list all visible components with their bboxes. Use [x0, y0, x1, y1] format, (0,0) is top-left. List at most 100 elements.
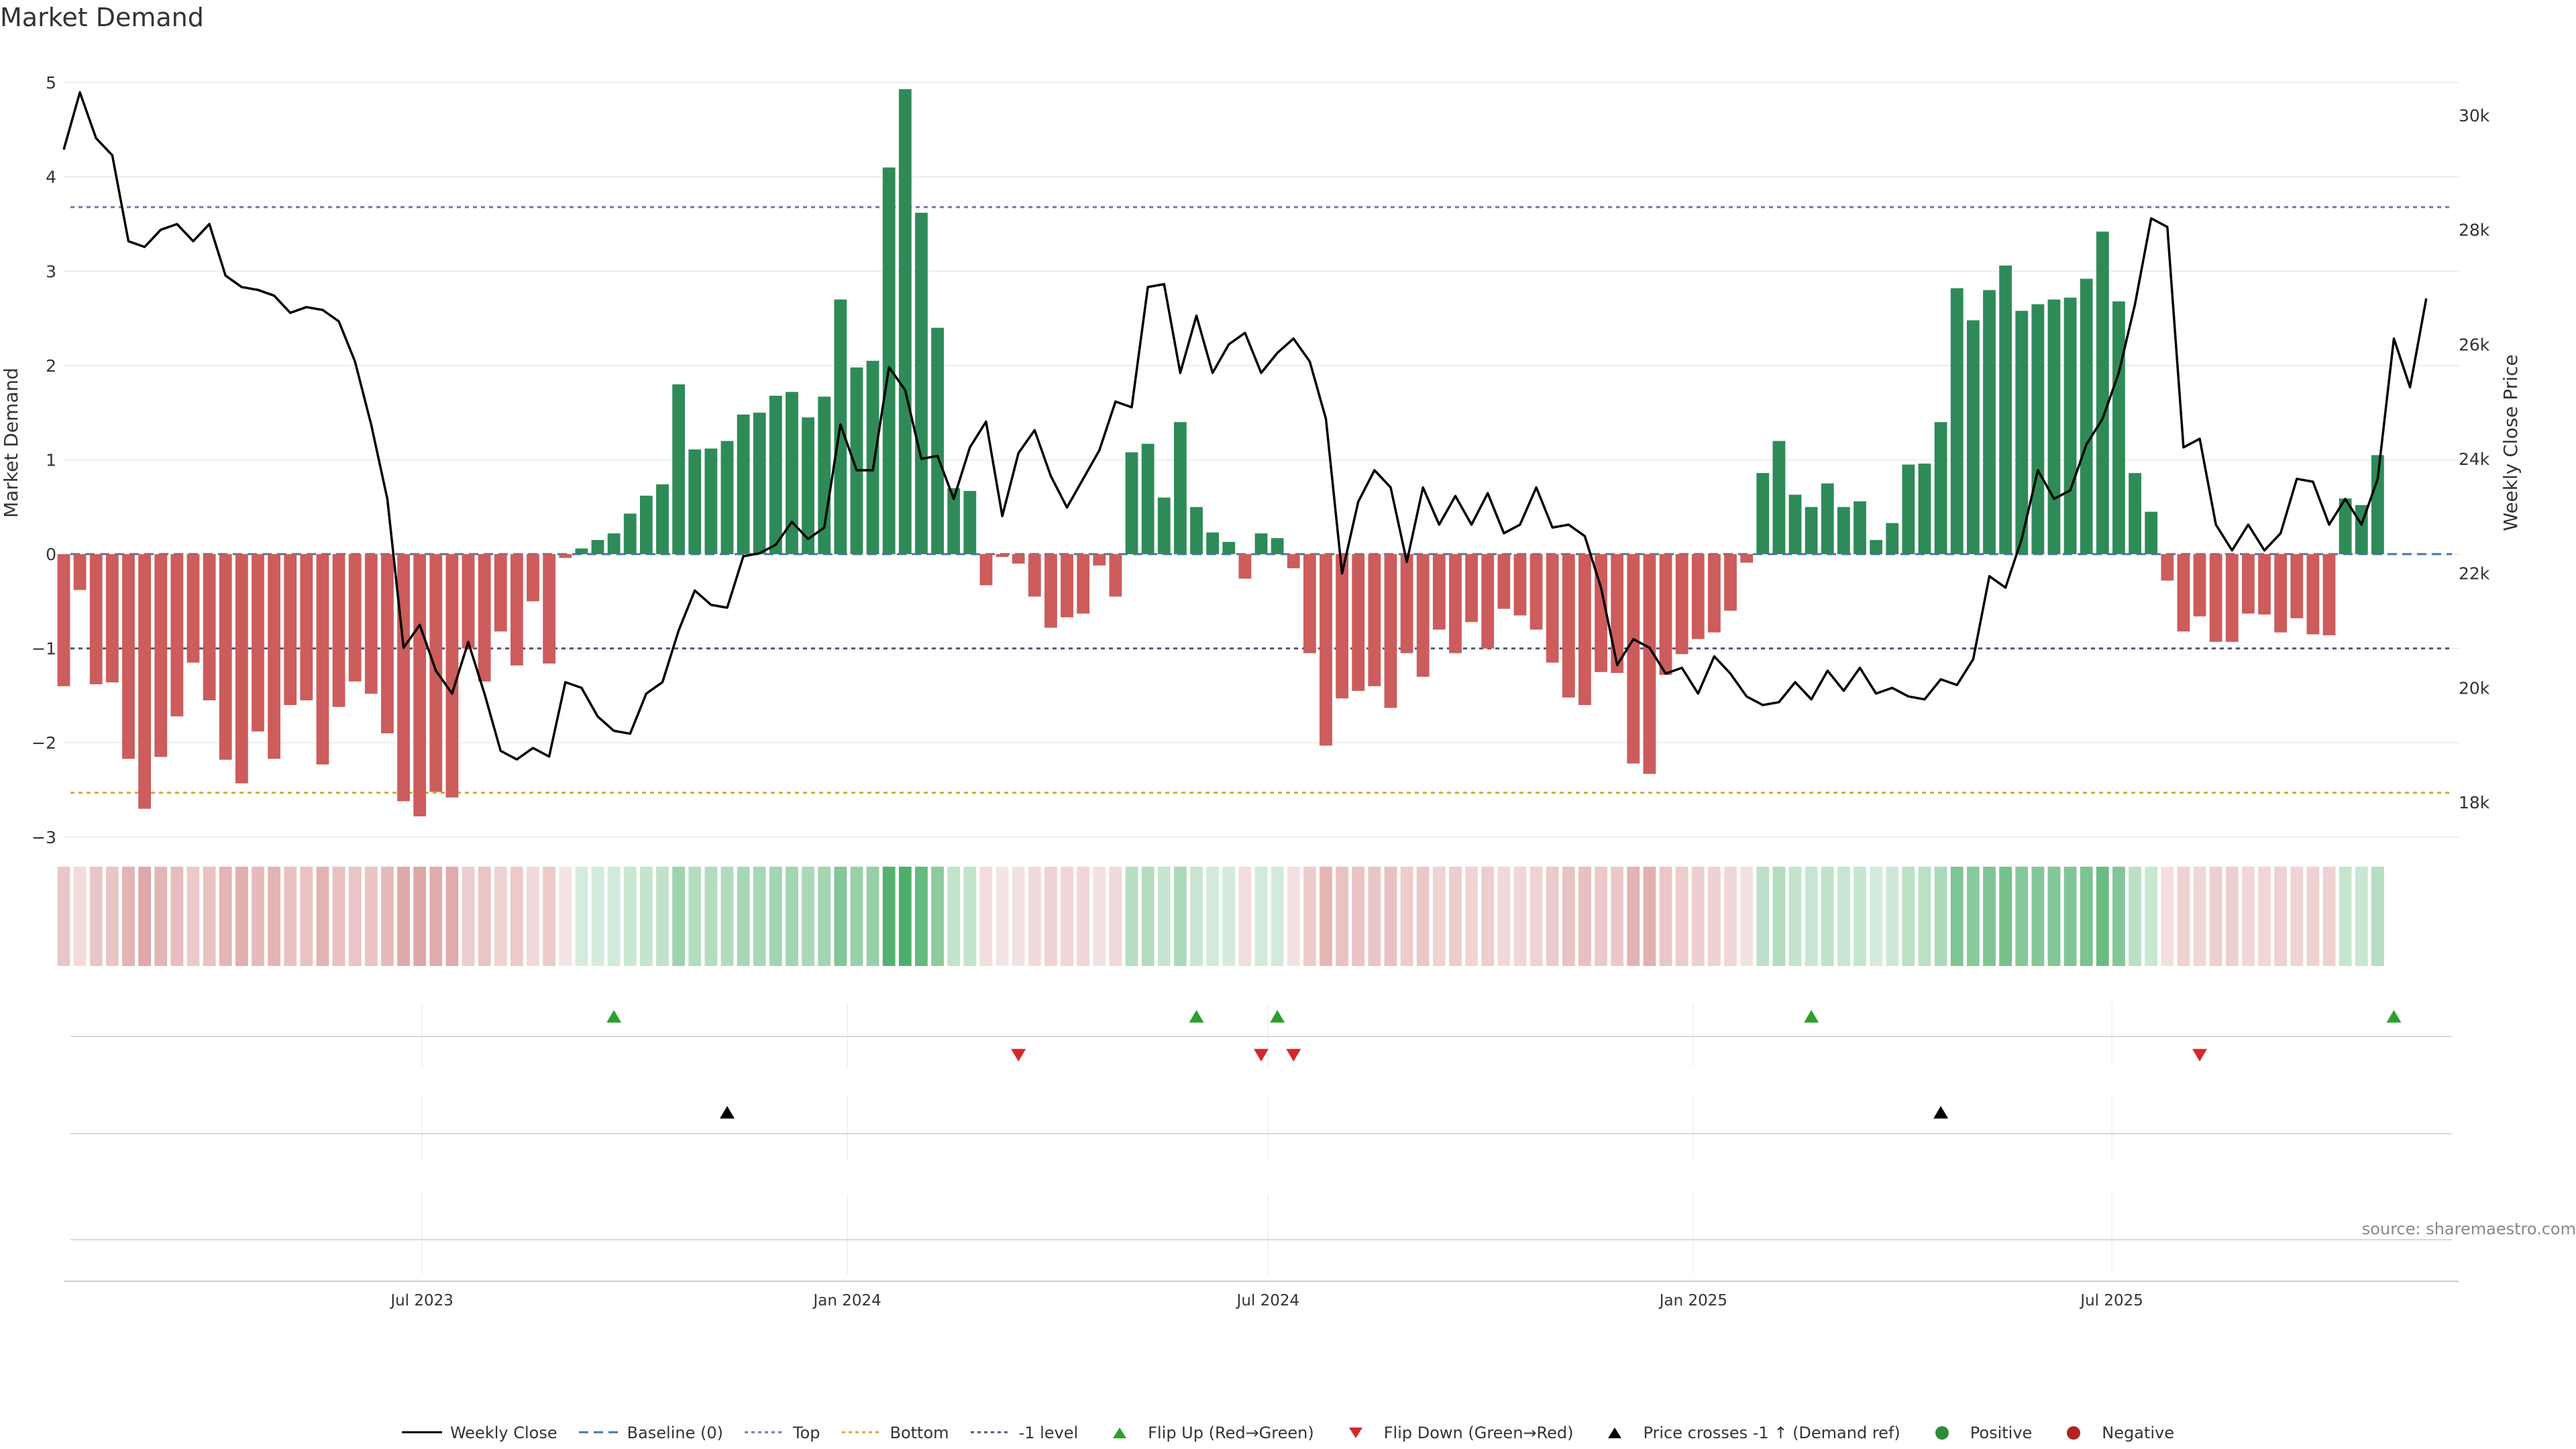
demand-bar	[575, 548, 588, 555]
demand-bar	[268, 554, 280, 759]
legend-item-baseline[interactable]: Baseline (0)	[578, 1424, 723, 1442]
heat-cell	[2112, 867, 2125, 966]
demand-bar	[607, 533, 621, 555]
demand-bar	[527, 554, 539, 602]
legend-item-flip-down[interactable]: Flip Down (Green→Red)	[1336, 1424, 1574, 1442]
legend-item-price-cross[interactable]: Price crosses -1 ↑ (Demand ref)	[1595, 1424, 1900, 1442]
heat-cell	[656, 867, 669, 966]
heat-cell	[1659, 867, 1672, 966]
demand-bar	[1449, 554, 1462, 653]
demand-bar	[57, 554, 70, 686]
heat-cell	[1788, 867, 1802, 966]
demand-bar	[2177, 554, 2190, 632]
x-tick-label: Jul 2025	[2079, 1292, 2143, 1309]
heat-cell	[1125, 867, 1138, 966]
heat-cell	[834, 867, 847, 966]
demand-bar	[1707, 554, 1721, 633]
demand-bar	[73, 554, 87, 590]
heat-cell	[1870, 867, 1883, 966]
demand-bar	[1109, 554, 1122, 597]
flip-down-marker	[1254, 1049, 1269, 1062]
legend-label: Price crosses -1 ↑ (Demand ref)	[1643, 1424, 1900, 1442]
legend-item-weekly-close[interactable]: Weekly Close	[401, 1424, 557, 1442]
demand-bar	[1611, 554, 1624, 674]
heat-cell	[1109, 867, 1122, 966]
y2-tick-label: 22k	[2459, 564, 2490, 584]
demand-bar	[2129, 473, 2141, 555]
demand-bar	[1044, 554, 1057, 628]
legend-item-positive[interactable]: Positive	[1922, 1424, 2032, 1442]
demand-bar	[1238, 554, 1252, 579]
legend-label: Flip Down (Green→Red)	[1383, 1424, 1574, 1442]
heat-cell	[2225, 867, 2239, 966]
heat-cell	[898, 867, 912, 966]
heat-cell	[2242, 867, 2255, 966]
legend-item-negative[interactable]: Negative	[2053, 1424, 2174, 1442]
legend-item-flip-up[interactable]: Flip Up (Red→Green)	[1099, 1424, 1314, 1442]
heat-cell	[186, 867, 200, 966]
heat-cell	[1756, 867, 1770, 966]
signal-rows	[70, 1003, 2452, 1275]
demand-bar	[364, 554, 378, 694]
demand-bar	[1254, 533, 1268, 555]
heat-cell	[1465, 867, 1478, 966]
heat-cell	[1546, 867, 1559, 966]
heat-cell	[1271, 867, 1284, 966]
heat-cell	[57, 867, 70, 966]
demand-bar	[1012, 554, 1025, 564]
flip-up-marker	[1189, 1010, 1204, 1023]
y-tick-label: 5	[46, 73, 56, 93]
y-tick-label: 0	[46, 545, 56, 564]
heat-cell	[348, 867, 362, 966]
heat-cell	[623, 867, 637, 966]
heat-cell	[429, 867, 443, 966]
heat-cell	[332, 867, 345, 966]
demand-bar	[979, 554, 993, 586]
demand-bar	[963, 490, 977, 555]
heat-cell	[882, 867, 896, 966]
demand-bar	[1352, 554, 1365, 691]
demand-bar	[413, 554, 427, 816]
demand-bar	[170, 554, 184, 716]
demand-bar	[1336, 554, 1349, 699]
heat-cell	[1611, 867, 1624, 966]
heat-cell	[2339, 867, 2352, 966]
legend-item-top[interactable]: Top	[745, 1424, 820, 1442]
demand-bar	[510, 554, 523, 665]
legend-item-minus1-level[interactable]: -1 level	[970, 1424, 1078, 1442]
demand-bar	[1303, 554, 1316, 653]
demand-bar	[1643, 554, 1656, 774]
heat-cell	[2096, 867, 2109, 966]
heat-cell	[1368, 867, 1381, 966]
heat-cell	[1173, 867, 1187, 966]
heat-cell	[688, 867, 702, 966]
demand-bar	[1173, 422, 1187, 555]
heat-cell	[284, 867, 297, 966]
y2-tick-label: 26k	[2459, 335, 2490, 354]
legend-item-bottom[interactable]: Bottom	[841, 1424, 949, 1442]
y-axis: 5 4 3 2 1 0 −1 −2 −3	[32, 73, 56, 847]
demand-bar	[591, 539, 604, 555]
heat-cell	[1320, 867, 1332, 966]
demand-bar	[1934, 422, 1947, 555]
demand-bar	[2080, 278, 2093, 555]
demand-bar	[2145, 511, 2158, 555]
y-tick-label: 2	[46, 356, 56, 376]
flip-up-marker	[2386, 1010, 2402, 1023]
x-axis: Jul 2023 Jan 2024 Jul 2024 Jan 2025 Jul 2025	[64, 1281, 2459, 1309]
demand-bar	[1918, 464, 1931, 555]
demand-bar	[1562, 554, 1575, 698]
demand-bar	[1077, 554, 1090, 614]
demand-bar	[138, 554, 152, 809]
heat-cell	[494, 867, 507, 966]
heat-cell	[802, 867, 815, 966]
heat-cell	[268, 867, 280, 966]
heat-cell	[1352, 867, 1365, 966]
heat-cell	[1886, 867, 1899, 966]
heat-cell	[1740, 867, 1754, 966]
legend-swatch-baseline	[578, 1431, 619, 1434]
legend-label: Bottom	[890, 1424, 949, 1442]
demand-bar	[1287, 554, 1300, 569]
x-tick-label: Jan 2024	[812, 1292, 881, 1309]
heat-cell	[2047, 867, 2061, 966]
